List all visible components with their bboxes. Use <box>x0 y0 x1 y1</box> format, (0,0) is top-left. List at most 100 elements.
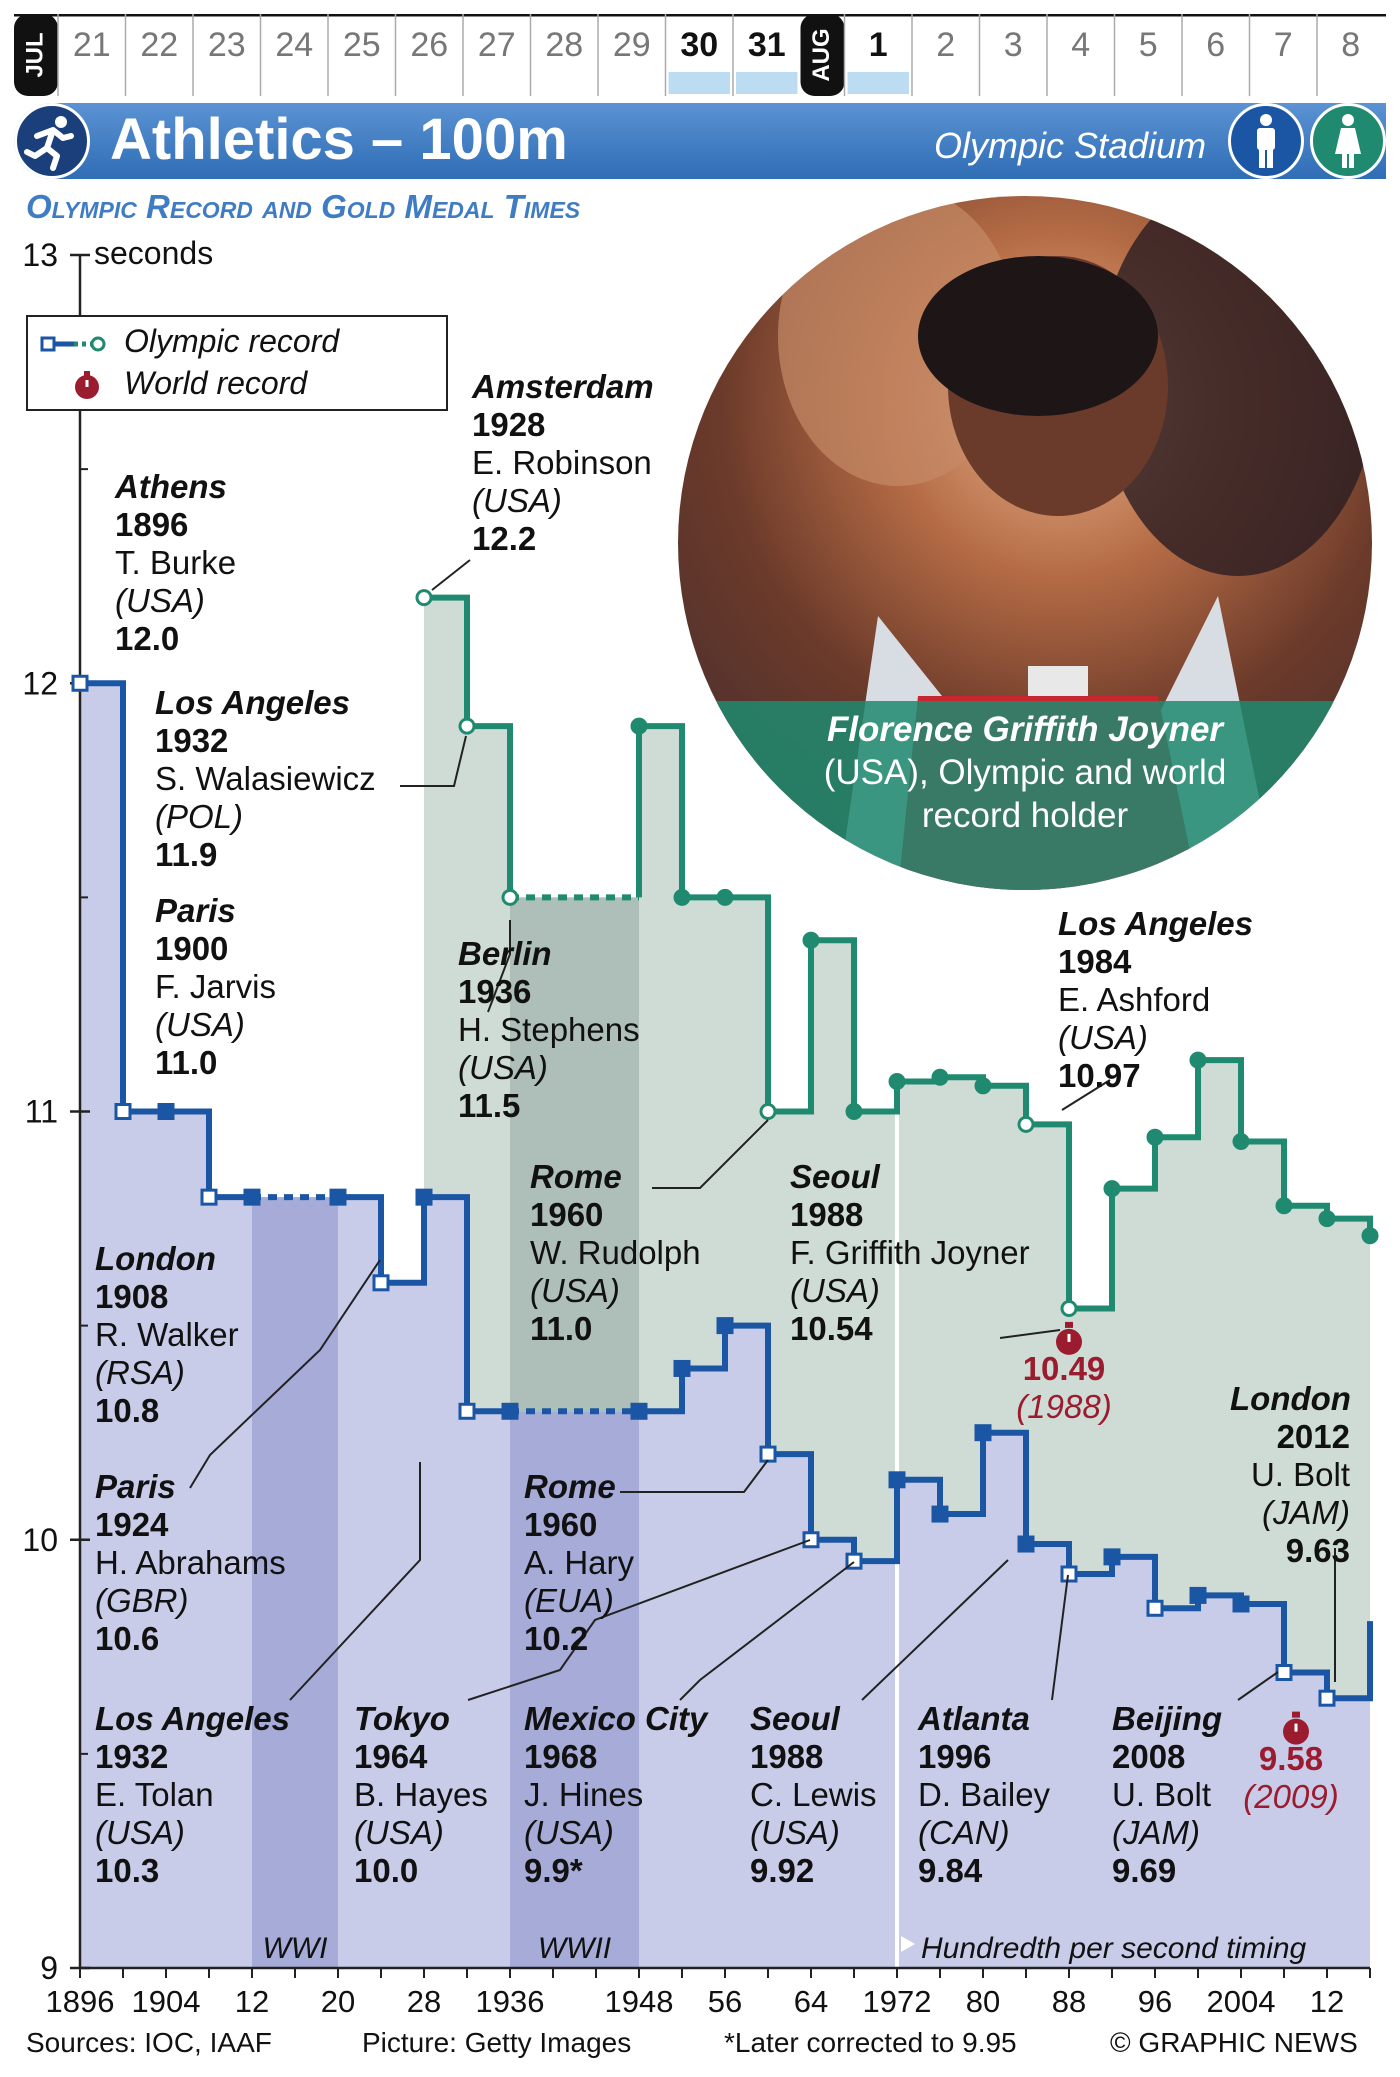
annotation-time: 11.9 <box>155 836 218 873</box>
day-number: 31 <box>748 26 786 64</box>
annotation-city: Berlin <box>458 935 552 972</box>
men-data-point <box>1146 1599 1164 1617</box>
photo-caption: Florence Griffith Joyner (USA), Olympic … <box>748 708 1302 837</box>
world-record-value: 10.49 <box>1022 1350 1106 1387</box>
annotation-name: U. Bolt <box>1112 1776 1212 1813</box>
record-annotation: Athens 1896 T. Burke (USA) 12.0 <box>115 468 236 658</box>
footer-note: *Later corrected to 9.95 <box>724 2027 1017 2058</box>
men-data-point <box>329 1188 347 1206</box>
record-annotation: Paris 1924 H. Abrahams (GBR) 10.6 <box>95 1468 286 1658</box>
war-band <box>252 1197 338 1968</box>
timing-note: Hundredth per second timing <box>921 1932 1307 1965</box>
world-record-year: (2009) <box>1243 1778 1339 1815</box>
men-data-point <box>630 1402 648 1420</box>
annotation-time: 10.8 <box>95 1392 160 1429</box>
record-annotation: Los Angeles 1984 E. Ashford (USA) 10.97 <box>1058 905 1253 1095</box>
women-data-point <box>415 589 433 607</box>
annotation-name: E. Ashford <box>1058 981 1211 1018</box>
record-annotation: Berlin 1936 H. Stephens (USA) 11.5 <box>458 935 640 1125</box>
world-record-marker-crown <box>1065 1321 1073 1328</box>
annotation-time: 9.63 <box>1285 1532 1350 1569</box>
day-number: 25 <box>343 26 381 64</box>
stopwatch-icon <box>75 371 99 399</box>
annotation-name: J. Hines <box>524 1776 644 1813</box>
annotation-nat: (USA) <box>354 1814 444 1851</box>
day-highlight <box>668 72 730 94</box>
annotation-year: 1996 <box>918 1738 992 1775</box>
annotation-name: E. Tolan <box>95 1776 214 1813</box>
y-tick-label: 12 <box>22 665 58 701</box>
women-data-point <box>888 1073 906 1091</box>
day-number: 5 <box>1139 26 1158 64</box>
annotation-time: 10.54 <box>790 1310 873 1347</box>
women-data-point <box>1017 1115 1035 1133</box>
annotation-time: 11.0 <box>155 1044 218 1081</box>
women-data-point <box>1189 1051 1207 1069</box>
record-annotation: Rome 1960 W. Rudolph (USA) 11.0 <box>530 1158 701 1348</box>
annotation-nat: (POL) <box>155 798 244 835</box>
annotation-year: 1908 <box>95 1278 169 1315</box>
record-annotation: Mexico City 1968 J. Hines (USA) 9.9* <box>524 1700 707 1890</box>
men-data-point <box>974 1424 992 1442</box>
annotation-nat: (JAM) <box>1262 1494 1350 1531</box>
women-data-point <box>974 1077 992 1095</box>
annotation-name: F. Griffith Joyner <box>790 1234 1030 1271</box>
men-data-point <box>759 1445 777 1463</box>
annotation-year: 1960 <box>524 1506 598 1543</box>
leader-line <box>289 1462 421 1701</box>
olympic-record-legend-icon <box>40 336 106 352</box>
women-data-point <box>759 1103 777 1120</box>
women-data-point <box>1232 1132 1250 1150</box>
annotation-time: 10.3 <box>95 1852 160 1889</box>
x-tick-label: 96 <box>1138 1984 1172 2019</box>
men-data-point <box>415 1188 433 1206</box>
leader-line <box>1061 1079 1111 1111</box>
men-data-point <box>1275 1664 1293 1682</box>
month-tab <box>800 14 845 96</box>
y-tick-label: 10 <box>22 1522 58 1558</box>
footer-picture-credit: Picture: Getty Images <box>362 2027 632 2058</box>
women-data-point <box>1318 1210 1336 1228</box>
annotation-year: 1984 <box>1058 943 1132 980</box>
annotation-time: 9.92 <box>750 1852 815 1889</box>
annotation-nat: (USA) <box>472 482 562 519</box>
header-bar: Athletics – 100m Olympic Stadium <box>14 103 1386 179</box>
annotation-name: R. Walker <box>95 1316 239 1353</box>
leader-line <box>1051 1574 1069 1701</box>
annotation-year: 1988 <box>750 1738 824 1775</box>
y-tick-label: 9 <box>40 1950 58 1986</box>
annotation-time: 10.2 <box>524 1620 589 1657</box>
leader-line <box>620 1459 769 1493</box>
day-number: 24 <box>275 26 313 64</box>
legend-world-record: World record <box>124 365 308 401</box>
men-data-point <box>71 674 89 692</box>
annotation-nat: (USA) <box>458 1049 548 1086</box>
war-label: WWI <box>263 1932 328 1965</box>
chart-subtitle: Olympic Record and Gold Medal Times <box>26 188 581 225</box>
annotation-year: 1960 <box>530 1196 604 1233</box>
annotation-name: A. Hary <box>524 1544 635 1581</box>
annotation-nat: (USA) <box>530 1272 620 1309</box>
day-number: 28 <box>545 26 583 64</box>
leader-line <box>431 559 471 591</box>
annotation-name: F. Jarvis <box>155 968 277 1005</box>
x-tick-label: 12 <box>1310 1984 1344 2019</box>
world-record-label: 10.49 (1988) <box>1004 1350 1124 1426</box>
x-tick-label: 64 <box>794 1984 828 2019</box>
annotation-city: London <box>1230 1380 1351 1417</box>
month-tab <box>14 14 58 96</box>
sprinter-icon <box>14 103 90 179</box>
annotation-nat: (USA) <box>524 1814 614 1851</box>
men-data-point <box>716 1317 734 1335</box>
women-data-point <box>802 931 820 949</box>
annotation-city: Athens <box>115 468 227 505</box>
annotation-city: Seoul <box>750 1700 840 1737</box>
annotation-city: Atlanta <box>918 1700 1030 1737</box>
women-data-point <box>1103 1180 1121 1198</box>
photo-portrait: Florence Griffith Joyner (USA), Olympic … <box>678 196 1372 890</box>
month-label: AUG <box>808 28 835 81</box>
world-record-marker-crown <box>1292 1711 1300 1718</box>
women-data-point <box>1361 1227 1379 1245</box>
annotation-city: Mexico City <box>524 1700 708 1737</box>
